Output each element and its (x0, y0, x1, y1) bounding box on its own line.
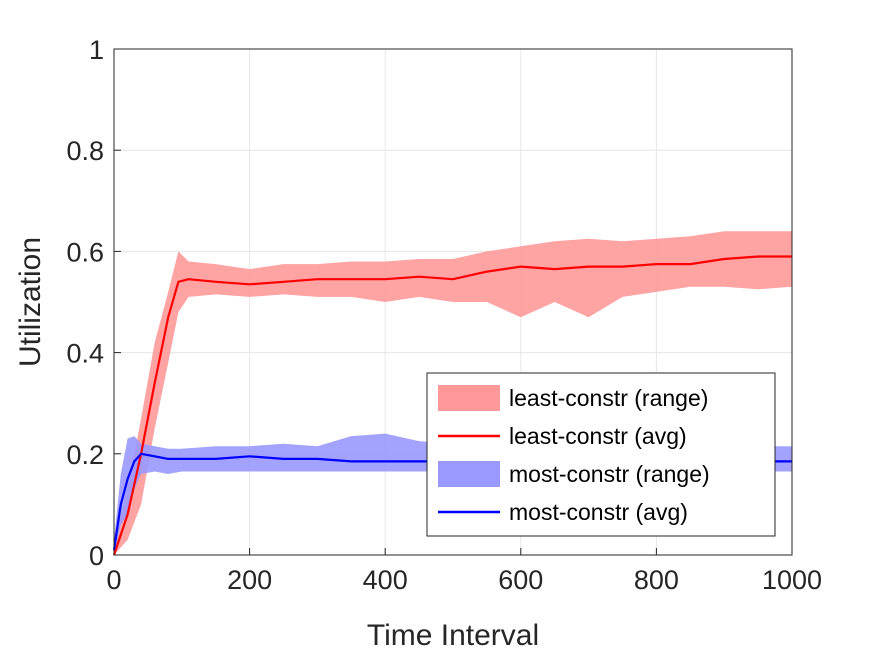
x-tick-label: 200 (227, 565, 272, 595)
x-axis-title: Time Interval (367, 619, 539, 652)
x-tick-label: 600 (498, 565, 543, 595)
axis-ticks: 0 200 400 600 800 1000 0 0.2 0.4 0.6 0.8 1 (66, 35, 822, 595)
plot-frame (113, 48, 793, 556)
legend-label-0: least-constr (range) (509, 385, 708, 411)
x-tick-label: 400 (363, 565, 408, 595)
y-tick-label: 1 (89, 35, 104, 65)
legend-swatch-2 (438, 461, 500, 487)
series-band-1 (114, 231, 792, 555)
x-tick-label: 800 (634, 565, 679, 595)
y-tick-label: 0.4 (66, 339, 104, 369)
y-tick-label: 0.6 (66, 237, 104, 267)
y-tick-label: 0 (89, 541, 104, 571)
legend-label-2: most-constr (range) (509, 461, 710, 487)
legend-swatch-0 (438, 385, 500, 411)
x-tick-label: 1000 (762, 565, 822, 595)
legend-label-3: most-constr (avg) (509, 499, 688, 525)
legend: least-constr (range) least-constr (avg) mo… (426, 372, 776, 537)
legend-label-1: least-constr (avg) (509, 423, 687, 449)
y-tick-label: 0.8 (66, 136, 104, 166)
y-axis-title: Utilization (14, 237, 47, 367)
x-tick-label: 0 (106, 565, 121, 595)
y-tick-label: 0.2 (66, 440, 104, 470)
series-line-0 (112, 255, 792, 556)
